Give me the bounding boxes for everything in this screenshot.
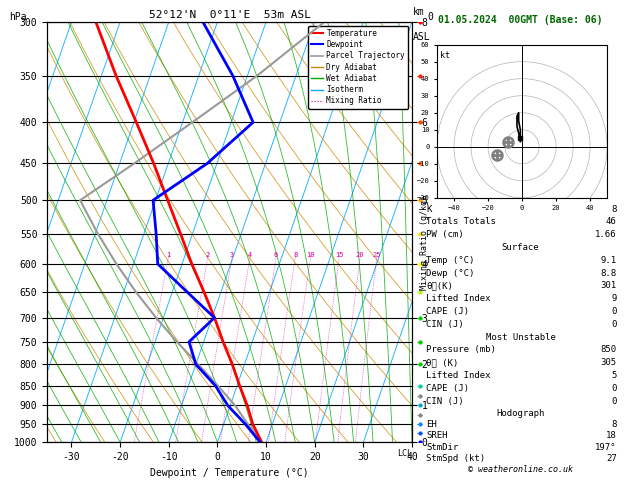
Text: Temp (°C): Temp (°C) — [426, 256, 475, 265]
Text: K: K — [426, 205, 432, 213]
Text: PW (cm): PW (cm) — [426, 230, 464, 239]
Text: 0: 0 — [611, 384, 616, 393]
Text: 0: 0 — [428, 12, 433, 22]
Text: θᴄ(K): θᴄ(K) — [426, 281, 454, 290]
Text: SREH: SREH — [426, 431, 448, 440]
Text: 8: 8 — [611, 420, 616, 429]
Text: EH: EH — [426, 420, 437, 429]
Text: Lifted Index: Lifted Index — [426, 371, 491, 380]
Text: Mixing Ratio (g/kg): Mixing Ratio (g/kg) — [420, 195, 429, 291]
Text: CIN (J): CIN (J) — [426, 397, 464, 405]
Text: Most Unstable: Most Unstable — [486, 332, 555, 342]
Text: Surface: Surface — [502, 243, 539, 252]
Text: 25: 25 — [372, 252, 381, 258]
Text: 8.8: 8.8 — [601, 269, 616, 278]
Text: 1: 1 — [166, 252, 170, 258]
Text: 10: 10 — [306, 252, 314, 258]
Text: 9: 9 — [611, 294, 616, 303]
Text: 0: 0 — [611, 397, 616, 405]
Text: 18: 18 — [606, 431, 616, 440]
Text: 850: 850 — [601, 346, 616, 354]
Text: Dewp (°C): Dewp (°C) — [426, 269, 475, 278]
Text: kt: kt — [440, 52, 450, 60]
Text: 8: 8 — [293, 252, 298, 258]
Text: 01.05.2024  00GMT (Base: 06): 01.05.2024 00GMT (Base: 06) — [438, 15, 603, 25]
Text: 1.66: 1.66 — [595, 230, 616, 239]
Text: 4: 4 — [248, 252, 252, 258]
Text: Totals Totals: Totals Totals — [426, 217, 496, 226]
Legend: Temperature, Dewpoint, Parcel Trajectory, Dry Adiabat, Wet Adiabat, Isotherm, Mi: Temperature, Dewpoint, Parcel Trajectory… — [308, 26, 408, 108]
Title: 52°12'N  0°11'E  53m ASL: 52°12'N 0°11'E 53m ASL — [148, 10, 311, 20]
Text: 20: 20 — [356, 252, 364, 258]
Text: 5: 5 — [611, 371, 616, 380]
Text: 9.1: 9.1 — [601, 256, 616, 265]
Text: km: km — [413, 7, 425, 17]
Text: 301: 301 — [601, 281, 616, 290]
Text: 0: 0 — [611, 320, 616, 329]
Text: Pressure (mb): Pressure (mb) — [426, 346, 496, 354]
Text: 46: 46 — [606, 217, 616, 226]
Text: 8: 8 — [611, 205, 616, 213]
Text: Hodograph: Hodograph — [496, 409, 545, 417]
Text: 305: 305 — [601, 358, 616, 367]
Text: CIN (J): CIN (J) — [426, 320, 464, 329]
X-axis label: Dewpoint / Temperature (°C): Dewpoint / Temperature (°C) — [150, 468, 309, 478]
Text: 2: 2 — [206, 252, 209, 258]
Text: hPa: hPa — [9, 12, 27, 22]
Text: CAPE (J): CAPE (J) — [426, 384, 469, 393]
Text: 15: 15 — [335, 252, 343, 258]
Text: LCL: LCL — [397, 449, 412, 457]
Text: θᴄ (K): θᴄ (K) — [426, 358, 459, 367]
Text: © weatheronline.co.uk: © weatheronline.co.uk — [468, 465, 573, 474]
Text: 0: 0 — [611, 307, 616, 316]
Text: StmDir: StmDir — [426, 443, 459, 451]
Text: 197°: 197° — [595, 443, 616, 451]
Text: 6: 6 — [274, 252, 278, 258]
Text: ASL: ASL — [413, 32, 431, 42]
Text: Lifted Index: Lifted Index — [426, 294, 491, 303]
Text: 27: 27 — [606, 454, 616, 463]
Text: StmSpd (kt): StmSpd (kt) — [426, 454, 486, 463]
Text: 3: 3 — [230, 252, 234, 258]
Text: CAPE (J): CAPE (J) — [426, 307, 469, 316]
